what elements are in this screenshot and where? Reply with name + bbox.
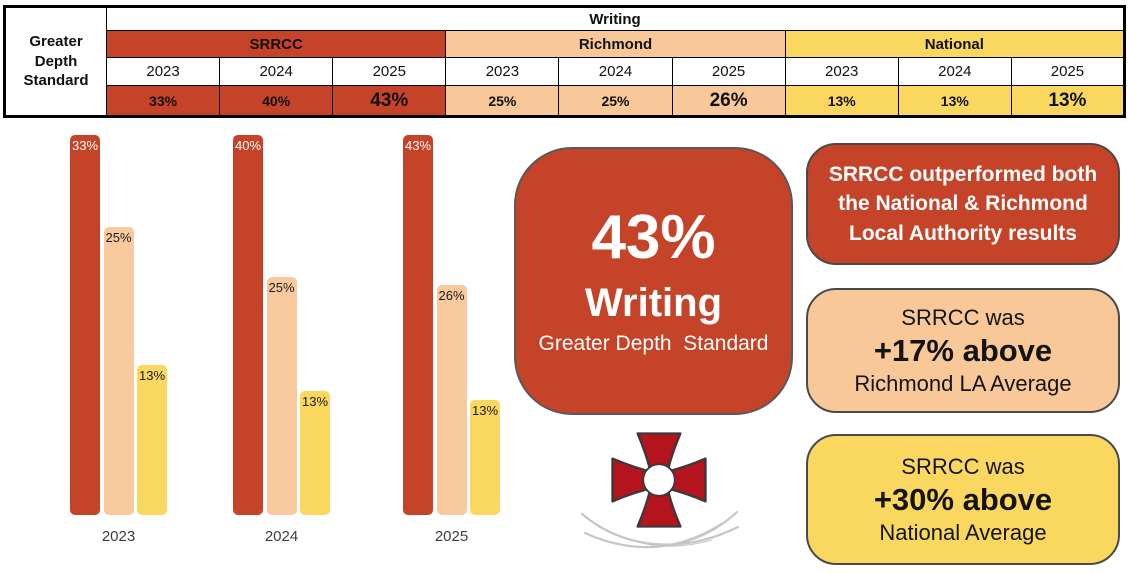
year-cell: 2025 — [1010, 57, 1126, 86]
category-label-2023: 2023 — [101, 528, 136, 545]
year-cell: 2024 — [897, 57, 1012, 86]
section-header-srrcc: SRRCC — [105, 30, 447, 58]
value-cell-richmond-2023: 25% — [445, 85, 560, 117]
bar-national-2024: 13% — [300, 391, 330, 515]
bar-value-label: 25% — [268, 280, 295, 295]
section-header-richmond: Richmond — [445, 30, 786, 58]
callout-line: SRRCC was — [901, 453, 1025, 479]
bar-srrcc-2023: 33% — [70, 135, 100, 515]
bar-value-label: 43% — [404, 138, 432, 153]
callout-delta: +30% above — [873, 481, 1053, 517]
year-cell: 2024 — [219, 57, 334, 86]
year-cell: 2023 — [105, 57, 221, 86]
value-cell-national-2025: 13% — [1010, 85, 1126, 117]
value-cell-srrcc-2023: 33% — [105, 85, 221, 117]
highlight-subject: Writing — [584, 280, 722, 325]
row-label: Greater Depth Standard — [4, 6, 107, 117]
bar-national-2025: 13% — [470, 400, 500, 515]
section-header-national: National — [784, 30, 1126, 58]
callout-line: National Average — [879, 519, 1047, 545]
bar-value-label: 13% — [138, 368, 166, 383]
school-crest-logo — [572, 428, 748, 568]
subject-header: Writing — [106, 6, 1125, 31]
bar-chart: 33% 25% 13% 2023 40% 25% 13% 2024 43% 26% 13% 2025 — [70, 135, 510, 553]
year-cell: 2024 — [558, 57, 673, 86]
crest-centre-circle — [642, 463, 676, 497]
callout-richmond-comparison: SRRCC was +17% above Richmond LA Average — [806, 288, 1120, 413]
year-cell: 2025 — [671, 57, 786, 86]
value-cell-richmond-2025: 26% — [671, 85, 786, 117]
callout-national-comparison: SRRCC was +30% above National Average — [806, 434, 1120, 565]
bar-value-label: 13% — [301, 394, 329, 409]
callout-outperformed-text: SRRCC outperformed both the National & R… — [828, 162, 1098, 245]
bar-value-label: 40% — [234, 138, 262, 153]
category-label-2025: 2025 — [434, 528, 469, 545]
bar-value-label: 26% — [438, 288, 465, 303]
bar-richmond-2025: 26% — [436, 285, 467, 515]
callout-line: Richmond LA Average — [854, 370, 1072, 396]
highlight-caption: Greater Depth Standard — [538, 331, 769, 355]
results-table: Greater Depth Standard Writing SRRCC Ric… — [3, 5, 1126, 118]
cross-pattee-icon — [611, 432, 707, 528]
callout-outperformed: SRRCC outperformed both the National & R… — [806, 143, 1120, 265]
value-cell-national-2023: 13% — [784, 85, 899, 117]
swoosh-icon — [580, 510, 740, 549]
year-cell: 2025 — [332, 57, 447, 86]
callout-line: SRRCC was — [901, 304, 1025, 330]
value-cell-srrcc-2024: 40% — [219, 85, 334, 117]
bar-srrcc-2025: 43% — [403, 135, 433, 515]
highlight-value: 43% — [591, 202, 716, 272]
bar-national-2023: 13% — [137, 365, 167, 515]
bar-richmond-2024: 25% — [266, 277, 297, 515]
year-cell: 2023 — [784, 57, 899, 86]
value-cell-srrcc-2025: 43% — [332, 85, 447, 117]
bar-richmond-2023: 25% — [103, 227, 134, 515]
year-cell: 2023 — [445, 57, 560, 86]
bar-value-label: 25% — [105, 230, 132, 245]
callout-delta: +17% above — [873, 332, 1053, 368]
crest-svg — [580, 432, 740, 549]
category-label-2024: 2024 — [264, 528, 299, 545]
highlight-card: 43% Writing Greater Depth Standard — [514, 147, 793, 415]
bar-value-label: 33% — [71, 138, 99, 153]
bar-value-label: 13% — [471, 403, 499, 418]
value-cell-national-2024: 13% — [897, 85, 1012, 117]
value-cell-richmond-2024: 25% — [558, 85, 673, 117]
bar-srrcc-2024: 40% — [233, 135, 263, 515]
